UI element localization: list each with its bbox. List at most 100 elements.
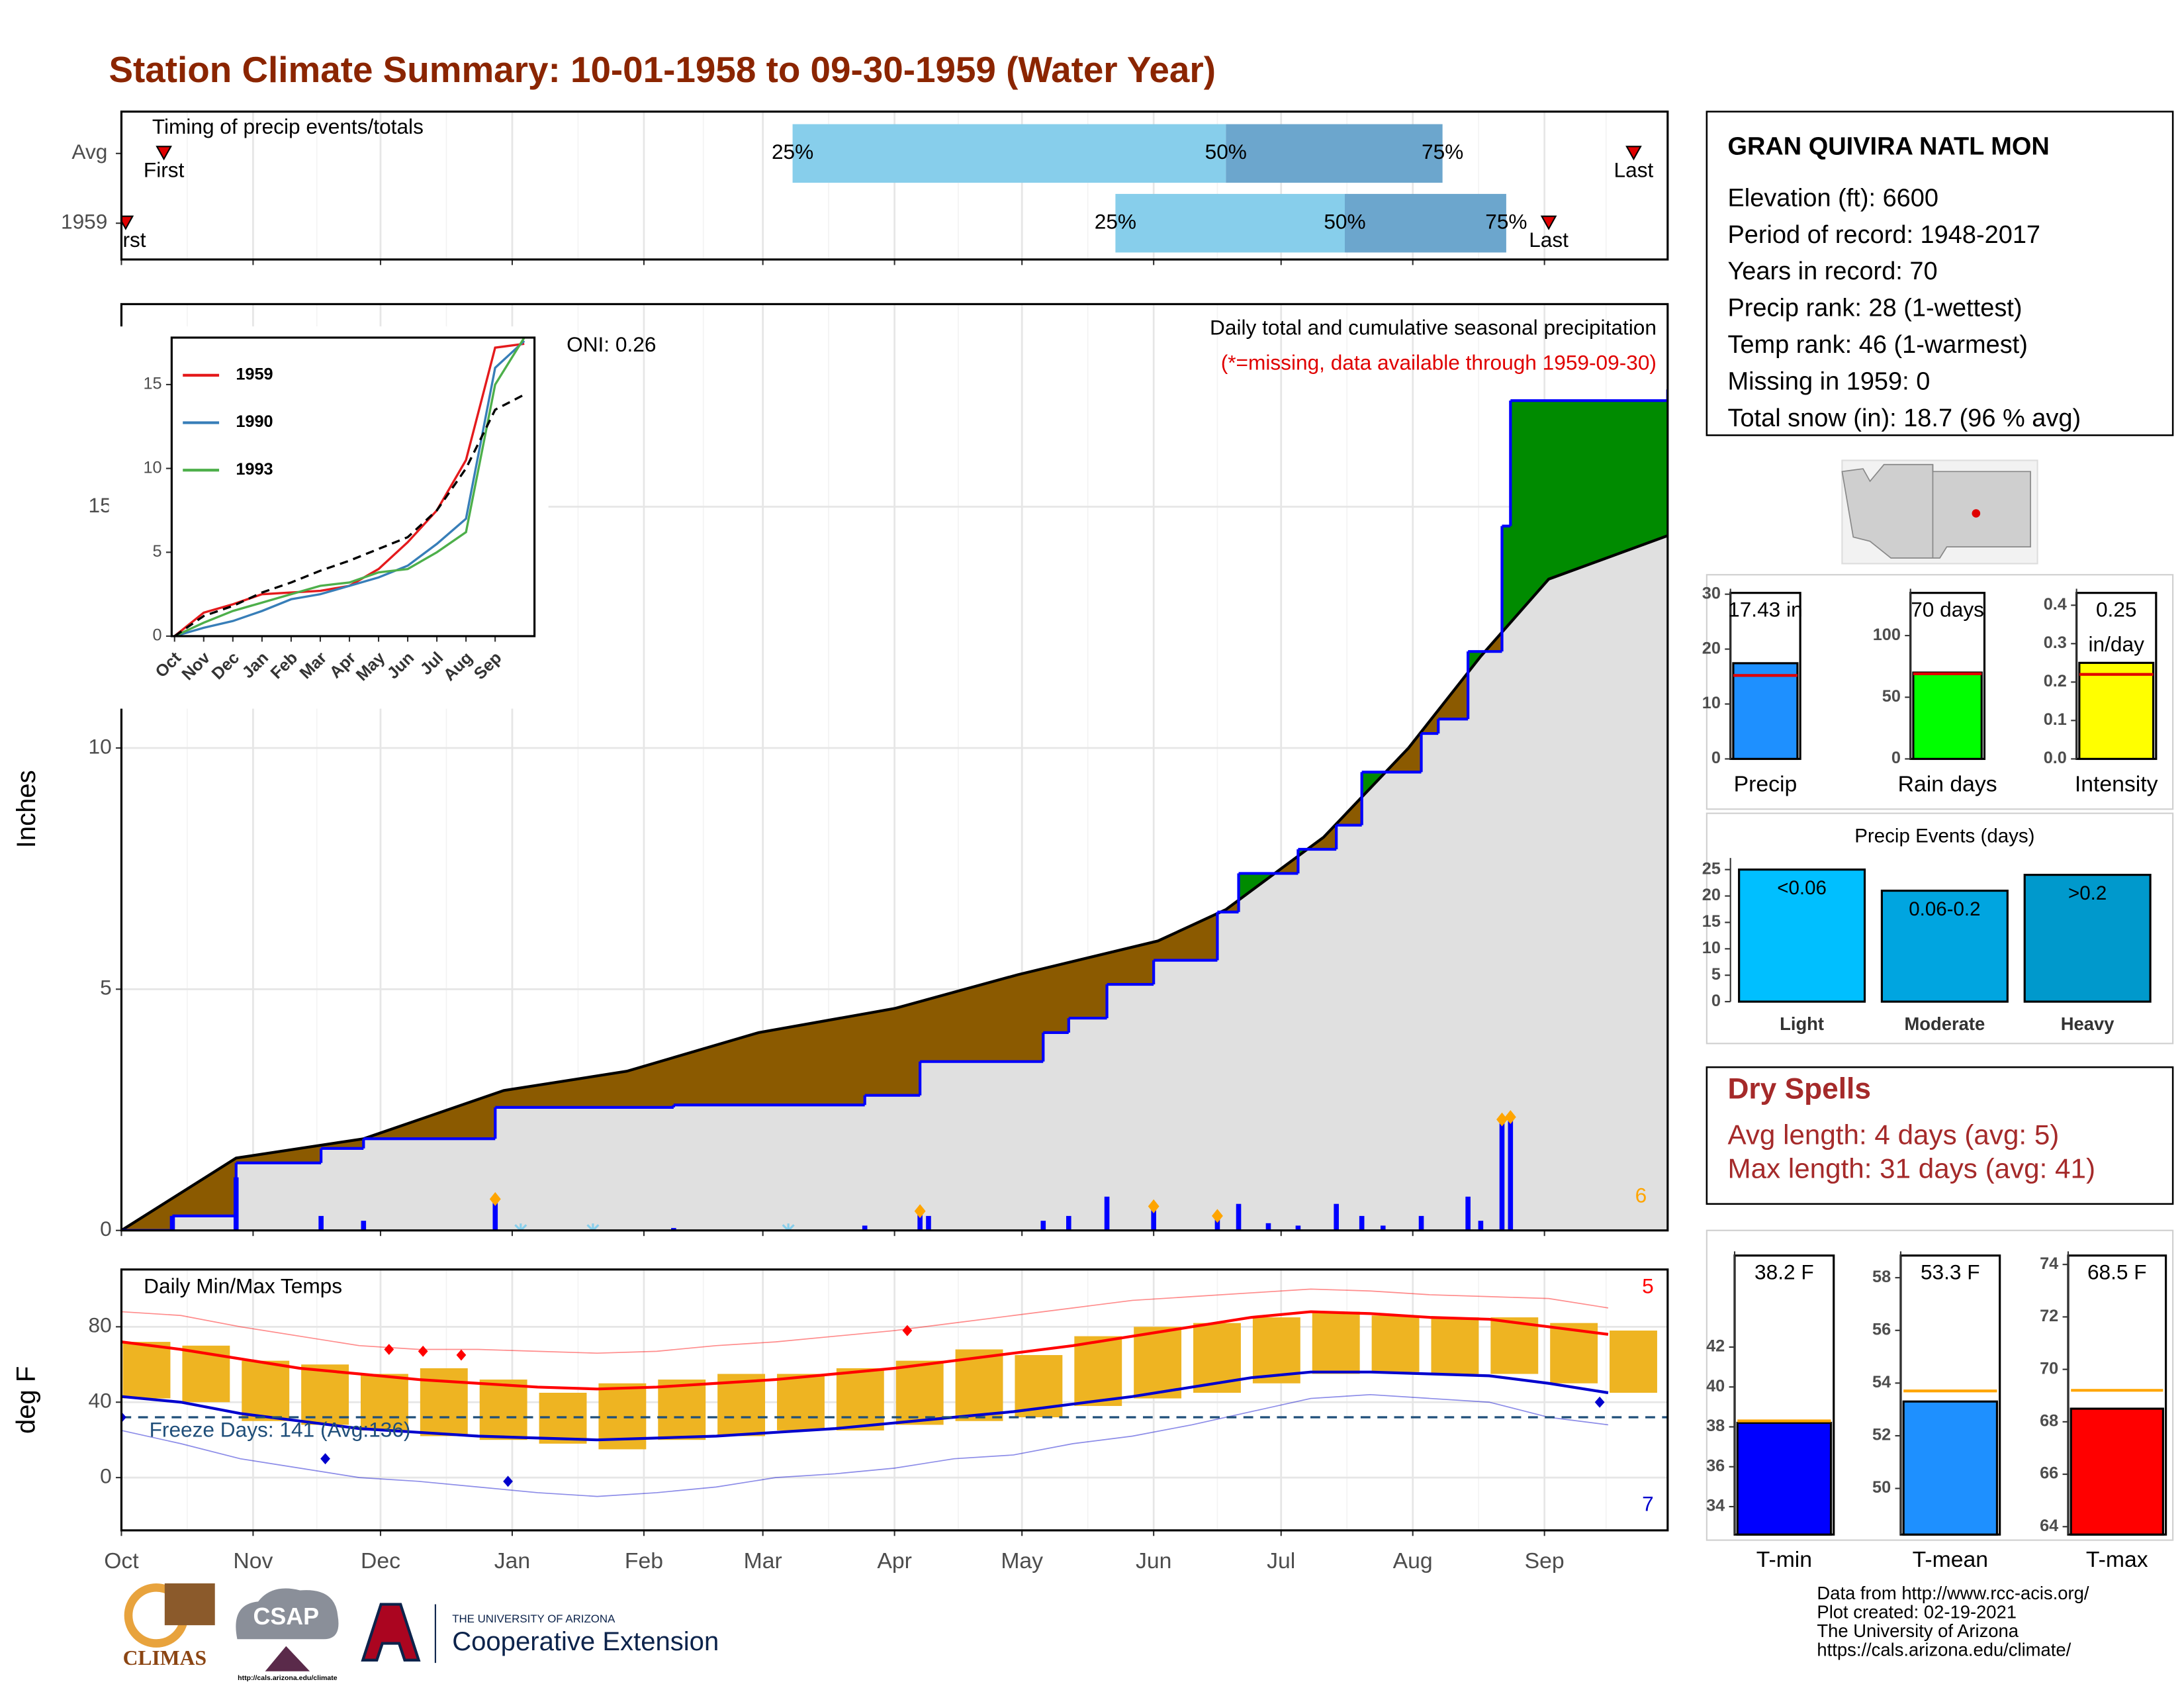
csap-logo [265,1646,310,1671]
y-tick-label: 58 [1872,1268,1891,1286]
y-tick-label: 0 [100,1217,112,1241]
panel-border [1706,574,2174,810]
y-tick-label: 0 [1711,992,1721,1010]
daily-bar [1478,1221,1484,1231]
record-high-line [121,1288,1609,1354]
panel-frame [120,111,1669,261]
y-tick-label: 0 [1891,749,1901,767]
y-tick-label: 20 [1702,639,1721,657]
record-low-line [121,1393,1609,1497]
freeze-label: Freeze Days: 141 (Avg:136) [150,1417,411,1441]
gauge-bar [1736,1421,1833,1536]
location-map [1841,459,2038,565]
record-marker [503,1476,513,1487]
logo-text: Cooperative Extension [452,1627,719,1656]
hot-count: 5 [1642,1274,1654,1298]
y-tick-label: 5 [1711,965,1721,984]
info-box [1706,111,2174,436]
ua-logo [361,1603,421,1662]
series-line [174,337,525,636]
average-max-line [121,1310,1609,1391]
temp-range-bar [895,1360,944,1425]
y-tick-label: 5 [153,542,162,561]
trace-marker [514,1223,527,1231]
marker-label: First [105,228,146,252]
x-tick-label: Nov [233,1548,273,1573]
daily-bar [1359,1215,1365,1231]
daily-bar [233,1177,239,1231]
temp-range-bar [1074,1336,1122,1406]
y-tick-label: 68 [2040,1412,2058,1430]
daily-bar [1236,1203,1242,1231]
legend-label: 1993 [236,460,273,479]
y-tick-label: 5 [100,976,112,1000]
x-tick-label: Jul [1267,1548,1295,1573]
quartile-label: 75% [1485,210,1527,234]
daily-bar [1295,1225,1301,1231]
shared-area [121,536,1668,1231]
daily-bar [917,1211,923,1231]
marker-label: Last [1529,228,1569,252]
bar [1738,868,1866,1003]
temp-range-bar [420,1368,468,1436]
gauge-label: Intensity [2075,771,2158,796]
y-tick-label: 0 [100,1464,112,1487]
value-label: in/day [2089,632,2145,656]
y-tick-label: 50 [1872,1478,1891,1497]
daily-bar [492,1199,498,1231]
station-info: Period of record: 1948-2017 [1727,221,2040,249]
temp-range-bar [479,1380,527,1440]
marker-label: Last [1614,158,1654,182]
note: (*=missing, data available through 1959-… [1221,350,1657,374]
y-tick-label: 15 [143,375,161,393]
logo-text: CLIMAS [123,1646,206,1669]
subtitle: Daily total and cumulative seasonal prec… [1210,316,1657,340]
station-info: Missing in 1959: 0 [1727,368,1930,396]
quartile-bar [1344,193,1506,253]
y-tick-label: 64 [2040,1517,2058,1535]
daily-bar [1151,1206,1156,1231]
temp-range-bar [1312,1311,1360,1374]
plot-area [121,304,1668,1231]
quartile-bar [792,124,1226,183]
gauge-bar [2070,1407,2164,1536]
page-title: Station Climate Summary: 10-01-1958 to 0… [109,49,1216,90]
temp-range-bar [122,1342,171,1399]
snow-marker [1148,1199,1160,1213]
map-station [1972,509,1981,518]
x-tick-label: Apr [877,1548,911,1573]
snow-marker [1496,1112,1508,1127]
y-tick-label: 36 [1706,1456,1725,1475]
y-tick-label: 66 [2040,1464,2058,1483]
daily-bar [926,1215,931,1231]
y-tick-label: 40 [1706,1377,1725,1395]
y-tick-label: 56 [1872,1320,1891,1338]
panel-frame [120,1268,1669,1532]
y-tick-label: 0.0 [2044,749,2067,767]
daily-bar [1214,1215,1220,1231]
panel-title: Timing of precip events/totals [152,115,424,138]
plot-area: 25% 50% 75% First Last 25% 50% 75% First Last Timi… [105,111,1654,259]
dry-spells-info: Avg length: 4 days (avg: 5) [1727,1119,2059,1150]
cold-count: 7 [1642,1491,1654,1515]
snow-marker [1212,1209,1223,1223]
trace-marker [782,1223,795,1231]
y-tick-label: Avg [71,140,107,164]
first-marker [156,146,172,161]
y-tick-label: 10 [143,458,161,477]
temp-range-bar [836,1368,884,1430]
station-info: Total snow (in): 18.7 (96 % avg) [1727,404,2081,432]
panel-frame [170,336,536,637]
footer-line: https://cals.arizona.edu/climate/ [1817,1639,2071,1660]
value-label: 0.06-0.2 [1909,898,1980,920]
x-tick-label: Aug [1393,1548,1433,1573]
daily-bar [1499,1119,1505,1231]
y-tick-label: 34 [1706,1497,1725,1515]
quartile-label: 50% [1324,210,1365,234]
gauge-bar [1732,662,1799,761]
panel-border [1706,1229,2174,1541]
temp-range-bar [301,1364,349,1425]
snow-count: 6 [1635,1184,1647,1207]
quartile-label: 25% [1095,210,1136,234]
y-tick-label: 10 [1702,939,1721,957]
